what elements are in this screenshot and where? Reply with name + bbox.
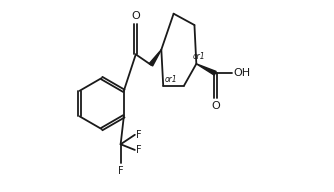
Text: O: O [211, 101, 220, 111]
Text: F: F [136, 130, 142, 140]
Text: OH: OH [233, 68, 250, 78]
Polygon shape [196, 64, 216, 75]
Text: F: F [136, 145, 142, 155]
Polygon shape [149, 50, 161, 66]
Text: F: F [118, 166, 124, 176]
Text: O: O [131, 11, 140, 21]
Text: or1: or1 [192, 52, 205, 61]
Text: or1: or1 [165, 75, 177, 84]
